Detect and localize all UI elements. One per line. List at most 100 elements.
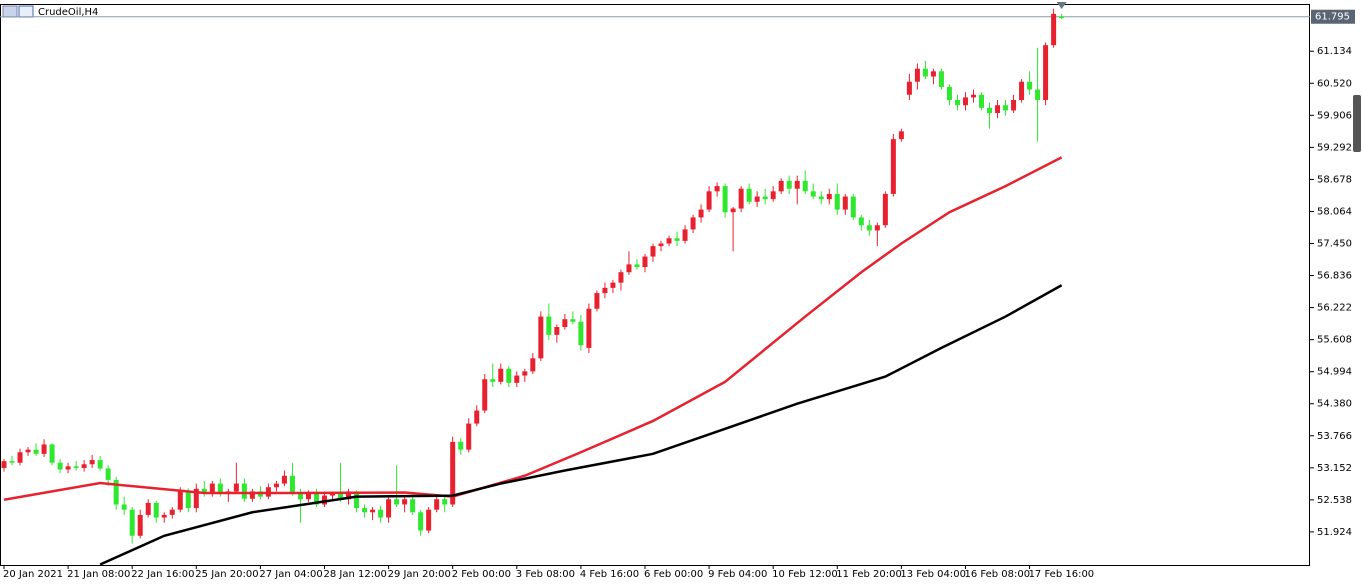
x-tick-label: 22 Jan 16:00 — [131, 569, 194, 580]
candle-body — [906, 81, 912, 95]
candle-body — [1027, 81, 1033, 90]
candle-body — [626, 264, 632, 273]
candle-body — [490, 379, 496, 382]
candle-body — [506, 368, 512, 383]
y-tick-label: 53.152 — [1317, 463, 1352, 474]
candle-body — [1003, 105, 1009, 111]
y-tick-label: 58.064 — [1317, 206, 1352, 217]
candle-body — [850, 196, 856, 218]
candle-body — [73, 466, 79, 468]
candle-body — [930, 71, 936, 77]
moving-average — [99, 284, 1063, 566]
candle-body — [450, 441, 456, 505]
y-tick-label: 58.678 — [1317, 174, 1352, 185]
candle-body — [209, 483, 215, 493]
y-tick-label: 52.538 — [1317, 495, 1352, 506]
x-tick-label: 3 Feb 08:00 — [516, 569, 575, 580]
candle-body — [650, 246, 656, 257]
candle-body — [1011, 99, 1017, 111]
candle-body — [193, 488, 199, 509]
candle-body — [386, 499, 392, 518]
candle-body — [514, 375, 520, 383]
chart-title: CrudeOil,H4 — [38, 7, 98, 18]
last-bar-marker — [1056, 2, 1067, 9]
candle-body — [938, 71, 944, 87]
candle-body — [330, 493, 336, 496]
candle-body — [778, 180, 784, 192]
y-tick-label: 53.766 — [1317, 431, 1352, 442]
candle-body — [233, 483, 239, 492]
candle-body — [826, 193, 832, 200]
candle-body — [898, 131, 904, 140]
candle-body — [586, 308, 592, 348]
candle-body — [217, 483, 223, 495]
candle-body — [137, 514, 143, 536]
candle-body — [834, 193, 840, 210]
x-tick-label: 28 Jan 12:00 — [323, 569, 386, 580]
candle-body — [954, 99, 960, 106]
candle-body — [1051, 13, 1057, 46]
candle-body — [426, 509, 432, 531]
candle-body — [17, 452, 23, 463]
icon — [2, 5, 18, 18]
candle-body — [185, 491, 191, 509]
candle-body — [762, 196, 768, 200]
candle-body — [1, 461, 7, 468]
candle-body — [578, 321, 584, 346]
candle-body — [874, 225, 880, 231]
candle-body — [498, 368, 504, 382]
y-tick-label: 57.450 — [1317, 239, 1352, 250]
x-tick-label: 13 Feb 04:00 — [900, 569, 966, 580]
y-tick-label: 56.222 — [1317, 303, 1352, 314]
y-tick-label: 61.134 — [1317, 46, 1352, 57]
candle-body — [995, 105, 1001, 114]
candle-body — [738, 188, 744, 209]
candle-body — [201, 488, 207, 493]
candle-body — [698, 209, 704, 218]
candle-body — [33, 449, 39, 454]
x-tick-label: 4 Feb 16:00 — [580, 569, 639, 580]
candle-body — [866, 225, 872, 231]
candle-body — [714, 186, 720, 192]
candle-body — [410, 499, 416, 513]
last-price-label: 61.795 — [1315, 12, 1350, 23]
y-tick-label: 54.994 — [1317, 367, 1352, 378]
candle-body — [594, 293, 600, 309]
candle-body — [890, 139, 896, 194]
candle-body — [346, 491, 352, 500]
y-tick-label: 51.924 — [1317, 527, 1352, 538]
candle-body — [658, 243, 664, 247]
x-tick-label: 16 Feb 08:00 — [964, 569, 1030, 580]
candle-body — [554, 327, 560, 335]
moving-average — [3, 156, 1063, 501]
scroll-handle[interactable] — [1353, 95, 1361, 152]
candle-body — [442, 499, 448, 505]
candle-body — [602, 287, 608, 294]
candle-body — [522, 371, 528, 376]
candle-body — [434, 499, 440, 510]
candle-body — [754, 196, 760, 202]
candle-body — [786, 180, 792, 189]
y-tick-label: 54.380 — [1317, 399, 1352, 410]
candle-body — [458, 441, 464, 450]
y-tick-label: 59.292 — [1317, 142, 1352, 153]
x-tick-label: 21 Jan 08:00 — [67, 569, 130, 580]
x-tick-label: 11 Feb 20:00 — [836, 569, 902, 580]
x-tick-label: 9 Feb 04:00 — [708, 569, 767, 580]
candle-body — [418, 512, 424, 531]
candle-body — [818, 196, 824, 200]
candle-body — [914, 68, 920, 82]
y-tick-label: 59.906 — [1317, 110, 1352, 121]
candle-body — [690, 217, 696, 230]
candle-body — [978, 94, 984, 108]
y-tick-label: 60.520 — [1317, 78, 1352, 89]
candle-body — [273, 483, 279, 488]
last-price-box — [1311, 9, 1355, 24]
candle-body — [305, 492, 311, 500]
candle-body — [962, 97, 968, 106]
candle-body — [81, 464, 87, 468]
candle-body — [402, 499, 408, 505]
candle-body — [1035, 89, 1041, 100]
candle-body — [730, 208, 736, 213]
